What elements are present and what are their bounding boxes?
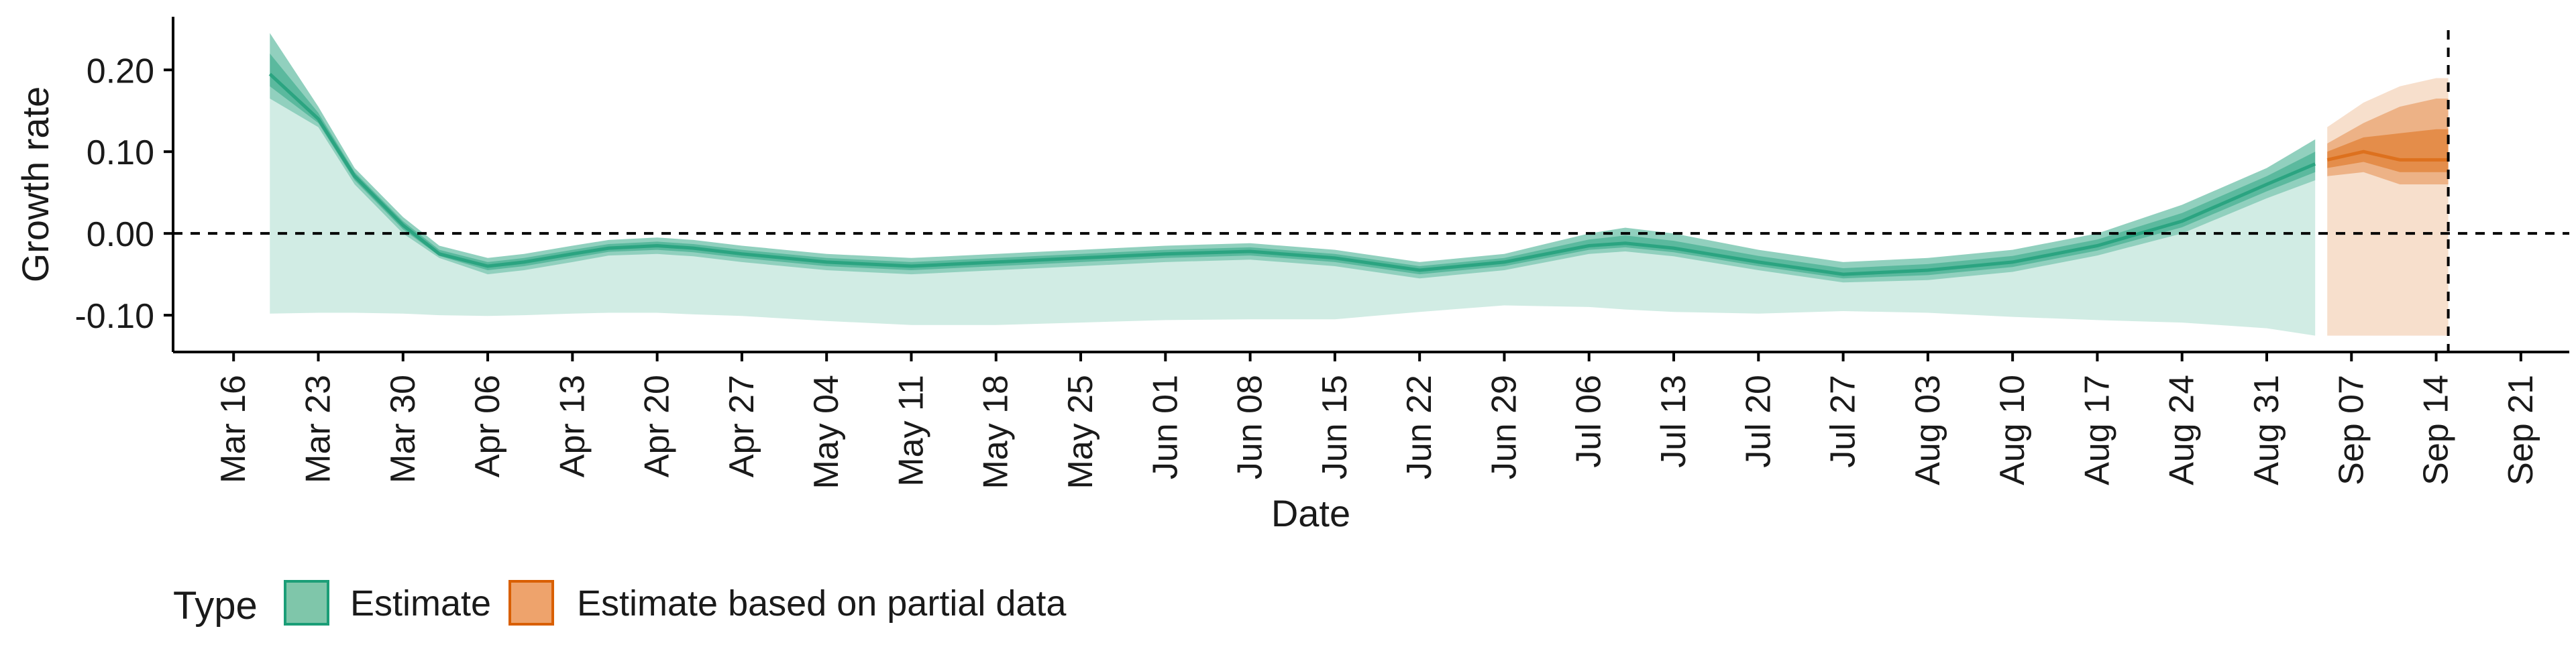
reference-lines <box>173 30 2569 352</box>
x-tick-label: Aug 24 <box>2163 375 2202 485</box>
x-tick-label: Apr 06 <box>468 375 507 477</box>
y-axis-title: Growth rate <box>14 86 56 283</box>
x-tick-label: Sep 21 <box>2502 375 2540 485</box>
estimate-wide-band <box>270 33 2316 336</box>
partial-wide-band <box>2327 78 2449 336</box>
legend-title: Type <box>173 584 258 628</box>
x-tick-label: Sep 07 <box>2332 375 2371 485</box>
x-tick-label: Jun 29 <box>1485 375 1523 479</box>
y-tick-label: 0.00 <box>87 215 154 254</box>
x-tick-label: Jul 20 <box>1739 375 1778 468</box>
x-tick-label: Jun 08 <box>1231 375 1270 479</box>
estimate-50-band <box>270 53 2316 279</box>
x-tick-label: Apr 20 <box>638 375 677 477</box>
partial-90-band <box>2327 99 2449 184</box>
legend: Type Estimate Estimate based on partial … <box>173 580 1067 628</box>
x-tick-label: Aug 10 <box>1993 375 2032 485</box>
x-axis-title: Date <box>1271 492 1350 534</box>
x-tick-label: May 18 <box>977 375 1016 489</box>
x-tick-label: Jul 06 <box>1570 375 1609 468</box>
x-tick-label: Jun 01 <box>1146 375 1185 479</box>
x-tick-label: Apr 27 <box>722 375 761 477</box>
x-tick-label: Jun 15 <box>1316 375 1354 479</box>
partial-median-line <box>2326 150 2449 162</box>
axes: 0.20 0.10 0.00 -0.10 Mar 16 Mar 23 Mar 30 Apr 0… <box>74 17 2569 489</box>
band-layer <box>268 33 2449 336</box>
x-tick-label: Mar 16 <box>214 375 253 483</box>
x-tick-label: Aug 31 <box>2247 375 2286 485</box>
x-tick-label: Jul 27 <box>1824 375 1863 468</box>
x-tick-label: May 04 <box>807 375 846 489</box>
estimate-median-line <box>268 72 2316 276</box>
y-tick-label: 0.20 <box>87 52 154 91</box>
legend-label-partial: Estimate based on partial data <box>577 583 1067 624</box>
x-tick-label: Jun 22 <box>1400 375 1439 479</box>
x-tick-label: Aug 17 <box>2078 375 2116 485</box>
x-tick-label: Mar 23 <box>299 375 337 483</box>
x-tick-label: Apr 13 <box>553 375 592 477</box>
legend-key-estimate <box>284 580 329 626</box>
x-tick-label: Mar 30 <box>384 375 423 483</box>
y-tick-label: -0.10 <box>74 297 154 336</box>
x-tick-label: May 25 <box>1061 375 1100 489</box>
x-tick-label: Sep 14 <box>2417 375 2456 485</box>
y-tick-label: 0.10 <box>87 133 154 172</box>
x-tick-label: Aug 03 <box>1909 375 1947 485</box>
legend-key-partial <box>508 580 554 626</box>
estimate-90-band <box>270 33 2316 283</box>
legend-label-estimate: Estimate <box>350 583 491 624</box>
x-tick-label: Jul 13 <box>1654 375 1693 468</box>
x-tick-label: May 11 <box>892 375 930 487</box>
